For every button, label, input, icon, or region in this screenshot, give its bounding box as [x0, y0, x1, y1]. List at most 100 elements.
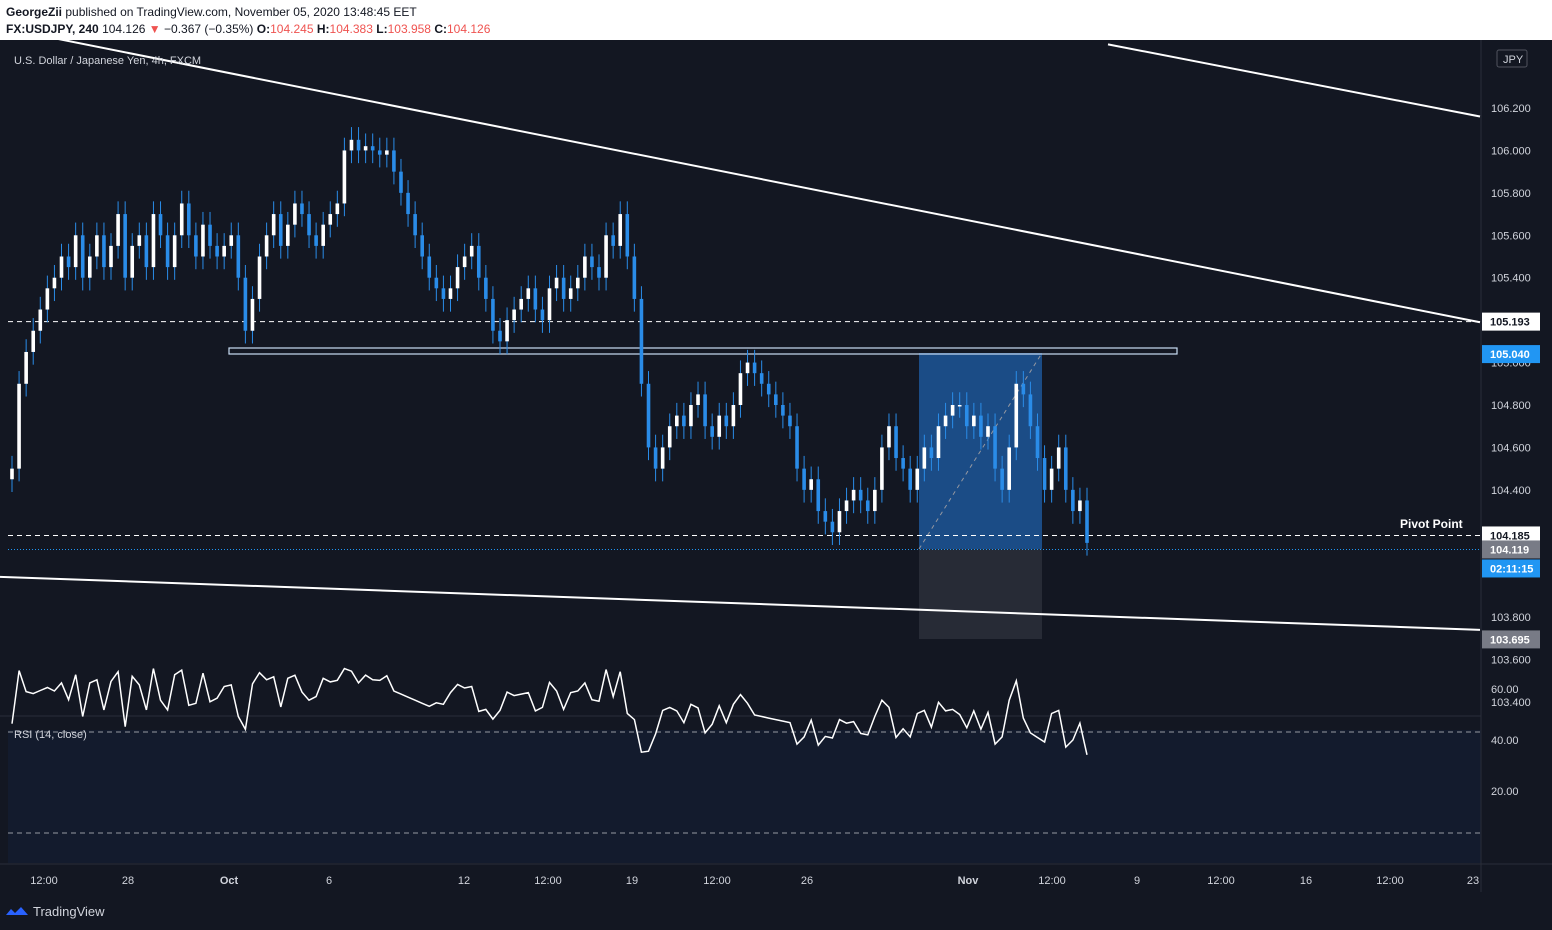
time-tick-label: 26 — [801, 875, 813, 887]
published-text: published on TradingView.com, November 0… — [65, 5, 417, 19]
candle-body — [1000, 468, 1004, 490]
candle-body — [660, 447, 665, 469]
candle-body — [1071, 489, 1075, 512]
time-tick-label: 9 — [1134, 875, 1140, 887]
currency-badge-text: JPY — [1503, 54, 1524, 66]
symbol-label[interactable]: FX:USDJPY, 240 — [6, 22, 99, 36]
price-label-box — [1482, 312, 1540, 331]
candle-body — [102, 235, 106, 268]
candle-body — [618, 214, 623, 246]
ohlc-line: FX:USDJPY, 240 104.126 ▼ −0.367 (−0.35%)… — [6, 22, 490, 36]
candle-body — [399, 171, 403, 193]
chart-canvas[interactable]: U.S. Dollar / Japanese Yen, 4h, FXCM RSI… — [0, 40, 1552, 892]
price-label-text: 105.040 — [1490, 349, 1530, 361]
candle-body — [788, 415, 792, 427]
candle-body — [307, 214, 311, 236]
candle-body — [752, 362, 757, 374]
candle-body — [1028, 394, 1033, 427]
rsi-line — [11, 667, 1088, 755]
high-value: 104.383 — [329, 22, 373, 36]
down-triangle-icon: ▼ — [148, 22, 161, 36]
time-tick-label: 12:00 — [1038, 875, 1066, 887]
candle-body — [986, 426, 990, 437]
high-label: H: — [316, 22, 330, 36]
candle-body — [1063, 447, 1068, 490]
candle-body — [1078, 500, 1082, 512]
price-tick-label: 106.200 — [1491, 103, 1531, 115]
pivot-point-label[interactable]: Pivot Point — [1400, 517, 1463, 531]
price-label-box — [1482, 526, 1540, 545]
candle-body — [123, 214, 127, 278]
candle-body — [526, 288, 531, 299]
currency-badge[interactable] — [1496, 49, 1528, 68]
trendlines[interactable] — [0, 40, 1481, 631]
price-label-box — [1482, 345, 1540, 364]
candle-body — [236, 235, 241, 278]
chart-title: U.S. Dollar / Japanese Yen, 4h, FXCM — [14, 55, 201, 67]
candle-body — [611, 235, 615, 246]
candle-body — [342, 150, 347, 204]
candle-body — [675, 415, 679, 427]
candle-body — [703, 394, 707, 427]
candle-body — [1085, 500, 1089, 543]
candle-body — [880, 447, 884, 490]
candle-body — [547, 288, 552, 321]
candle-body — [293, 203, 297, 225]
price-label-box — [1482, 559, 1540, 578]
candle-body — [413, 214, 417, 236]
candle-body — [816, 479, 821, 512]
price-tick-label: 106.000 — [1491, 145, 1531, 157]
candle-body — [795, 426, 799, 469]
candle-body — [243, 277, 248, 331]
candle-body — [484, 277, 488, 299]
candle-body — [1007, 447, 1012, 490]
candle-body — [278, 214, 283, 246]
candle-body — [1049, 468, 1054, 490]
candle-body — [922, 447, 927, 469]
candle-body — [873, 489, 877, 512]
author-name[interactable]: GeorgeZii — [6, 5, 63, 19]
candle-body — [208, 224, 212, 246]
candle-body — [257, 256, 262, 299]
candle-body — [406, 192, 410, 215]
candle-body — [73, 235, 78, 268]
candle-body — [349, 139, 354, 151]
candle-body — [52, 277, 57, 289]
trendline — [58, 40, 1481, 324]
time-tick-label: 28 — [122, 875, 134, 887]
candle-body — [865, 500, 870, 512]
candle-body — [583, 256, 587, 278]
price-tick-label: 104.600 — [1491, 442, 1531, 454]
candle-body — [823, 511, 828, 522]
candle-body — [604, 235, 608, 278]
time-axis[interactable]: 12:00 28 Oct 6 12 12:00 19 12:00 26 Nov 12:00 9 12:0… — [30, 875, 1479, 887]
candle-body — [561, 277, 566, 299]
publish-header: GeorgeZii published on TradingView.com, … — [0, 0, 1552, 40]
price-tick-label: 104.800 — [1491, 400, 1531, 412]
stop-zone[interactable] — [919, 549, 1042, 639]
close-label: C: — [434, 22, 447, 36]
candle-body — [300, 203, 304, 215]
rsi-tick-label: 20.00 — [1491, 786, 1519, 798]
candle-body — [568, 288, 573, 299]
candle-body — [689, 404, 693, 427]
candle-body — [625, 214, 630, 257]
candle-body — [441, 288, 446, 299]
tradingview-icon — [6, 906, 28, 915]
candle-body — [696, 394, 700, 405]
time-tick-label: 12:00 — [534, 875, 562, 887]
time-tick-label: Oct — [220, 875, 239, 887]
price-axis[interactable]: 106.200 106.000 105.800 105.600 105.400 105.0… — [1491, 103, 1531, 709]
candle-body — [392, 150, 396, 172]
rsi-pane[interactable] — [8, 730, 1481, 863]
candle-body — [66, 256, 71, 268]
candle-body — [321, 224, 325, 246]
candle-body — [434, 277, 439, 289]
rsi-label: RSI (14, close) — [14, 729, 87, 741]
candle-body — [187, 203, 191, 236]
resistance-zone[interactable] — [228, 347, 1178, 355]
footer: TradingView — [0, 892, 1552, 930]
candle-body — [837, 511, 842, 533]
tradingview-logo[interactable]: TradingView — [6, 904, 105, 919]
candle-body — [936, 426, 941, 459]
